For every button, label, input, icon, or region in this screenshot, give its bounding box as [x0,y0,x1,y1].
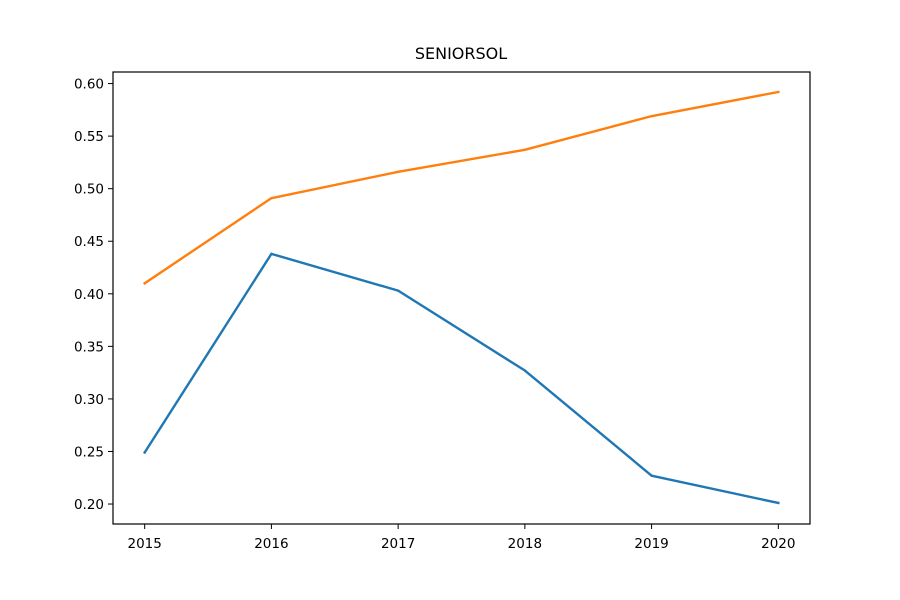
x-tick-label: 2015 [128,536,162,552]
x-axis: 2015 2016 2017 2018 2019 2020 [128,524,795,552]
y-tick-label: 0.35 [74,339,104,355]
series-layer [143,90,780,505]
plot-frame [112,71,811,525]
data-point [523,369,527,372]
data-point [143,451,146,454]
y-tick-label: 0.40 [74,287,104,303]
y-tick-label: 0.30 [74,392,104,408]
y-tick-label: 0.50 [74,182,104,198]
data-point [650,114,653,118]
series-line-1 [143,252,780,505]
data-point [270,196,273,200]
y-tick-label: 0.20 [74,497,104,513]
y-tick-label: 0.60 [74,77,104,93]
data-point [143,282,146,285]
data-point [396,289,400,292]
y-axis: 0.20 0.25 0.30 0.35 0.40 0.45 0.50 0.55 0.60 [74,77,113,513]
data-point [396,170,400,174]
data-point [777,90,780,94]
y-tick-label: 0.55 [74,129,104,145]
x-tick-label: 2017 [381,536,415,552]
x-tick-label: 2020 [761,536,795,552]
data-point [650,474,653,477]
x-tick-label: 2016 [254,536,288,552]
x-tick-label: 2019 [634,536,668,552]
chart-title: SENIORSOL [415,44,507,63]
y-tick-label: 0.25 [74,444,104,460]
data-point [777,501,780,505]
y-tick-label: 0.45 [74,234,104,250]
x-tick-label: 2018 [508,536,542,552]
data-point [523,148,527,151]
series-line-2 [143,90,780,285]
data-point [270,252,273,256]
